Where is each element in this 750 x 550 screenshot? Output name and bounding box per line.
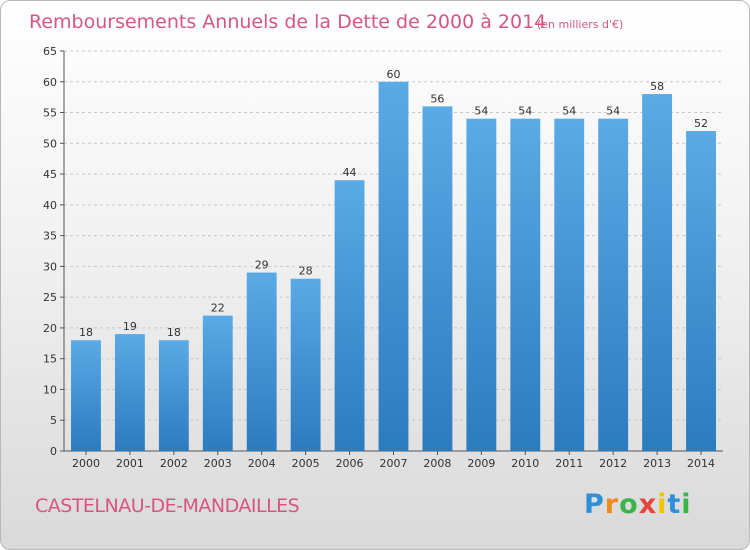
- logo-letter: x: [638, 489, 658, 520]
- y-tick-label: 55: [43, 107, 57, 120]
- x-tick-label: 2004: [248, 457, 276, 470]
- logo-letter: o: [619, 489, 639, 520]
- x-tick-label: 2009: [467, 457, 495, 470]
- x-tick-label: 2006: [336, 457, 364, 470]
- bar: [71, 340, 101, 451]
- bar: [686, 131, 716, 451]
- bar: [642, 94, 673, 452]
- logo-letter: P: [584, 489, 605, 520]
- logo-letter: t: [667, 489, 682, 520]
- x-tick-label: 2001: [116, 457, 144, 470]
- y-tick-label: 40: [43, 199, 57, 212]
- y-tick-label: 60: [43, 76, 57, 89]
- bar: [466, 118, 497, 451]
- bar: [334, 180, 365, 451]
- y-tick-label: 35: [43, 230, 57, 243]
- y-tick-label: 20: [43, 322, 57, 335]
- x-tick-label: 2000: [72, 457, 100, 470]
- logo-letter: i: [657, 489, 668, 520]
- bar: [422, 106, 453, 451]
- data-label: 29: [255, 259, 269, 272]
- bar: [290, 278, 321, 451]
- data-label: 19: [123, 320, 137, 333]
- bar: [554, 118, 585, 451]
- x-tick-label: 2012: [599, 457, 627, 470]
- x-tick-label: 2013: [643, 457, 671, 470]
- data-label: 28: [299, 265, 313, 278]
- y-tick-label: 5: [50, 414, 57, 427]
- y-tick-label: 25: [43, 291, 57, 304]
- logo-letter: i: [681, 489, 692, 520]
- bar: [114, 334, 145, 451]
- data-label: 52: [694, 117, 708, 130]
- data-label: 54: [606, 105, 620, 118]
- data-label: 60: [387, 68, 401, 81]
- data-label: 54: [518, 105, 532, 118]
- y-tick-label: 45: [43, 168, 57, 181]
- chart-title: Remboursements Annuels de la Dette de 20…: [29, 11, 546, 33]
- x-tick-label: 2002: [160, 457, 188, 470]
- data-label: 18: [167, 326, 181, 339]
- data-label: 54: [562, 105, 576, 118]
- data-label: 58: [650, 80, 664, 93]
- y-tick-label: 65: [43, 45, 57, 58]
- data-label: 18: [79, 326, 93, 339]
- x-tick-label: 2005: [292, 457, 320, 470]
- data-label: 22: [211, 302, 225, 315]
- bar: [158, 340, 189, 451]
- bar: [598, 118, 629, 451]
- x-tick-label: 2010: [511, 457, 539, 470]
- proxiti-logo: Proxiti: [584, 489, 692, 520]
- bars: 18 19 18 22 29 28 44 60 56 54 54 54 54 58 52: [71, 68, 716, 452]
- data-label: 44: [343, 166, 357, 179]
- x-tick-label: 2011: [555, 457, 583, 470]
- chart-subtitle: (en milliers d'€): [537, 18, 623, 31]
- commune-name: CASTELNAU-DE-MANDAILLES: [35, 495, 300, 517]
- x-tick-label: 2003: [204, 457, 232, 470]
- bar: [246, 272, 277, 451]
- y-tick-label: 10: [43, 383, 57, 396]
- y-tick-label: 0: [50, 445, 57, 458]
- x-tick-label: 2007: [380, 457, 408, 470]
- bar: [510, 118, 541, 451]
- data-label: 54: [474, 105, 488, 118]
- data-label: 56: [430, 92, 444, 105]
- y-tick-label: 30: [43, 260, 57, 273]
- bar: [202, 315, 233, 451]
- x-tick-label: 2014: [687, 457, 715, 470]
- x-tick-label: 2008: [423, 457, 451, 470]
- logo-letter: r: [604, 489, 620, 520]
- y-tick-label: 50: [43, 137, 57, 150]
- y-tick-label: 15: [43, 353, 57, 366]
- bar: [378, 81, 409, 452]
